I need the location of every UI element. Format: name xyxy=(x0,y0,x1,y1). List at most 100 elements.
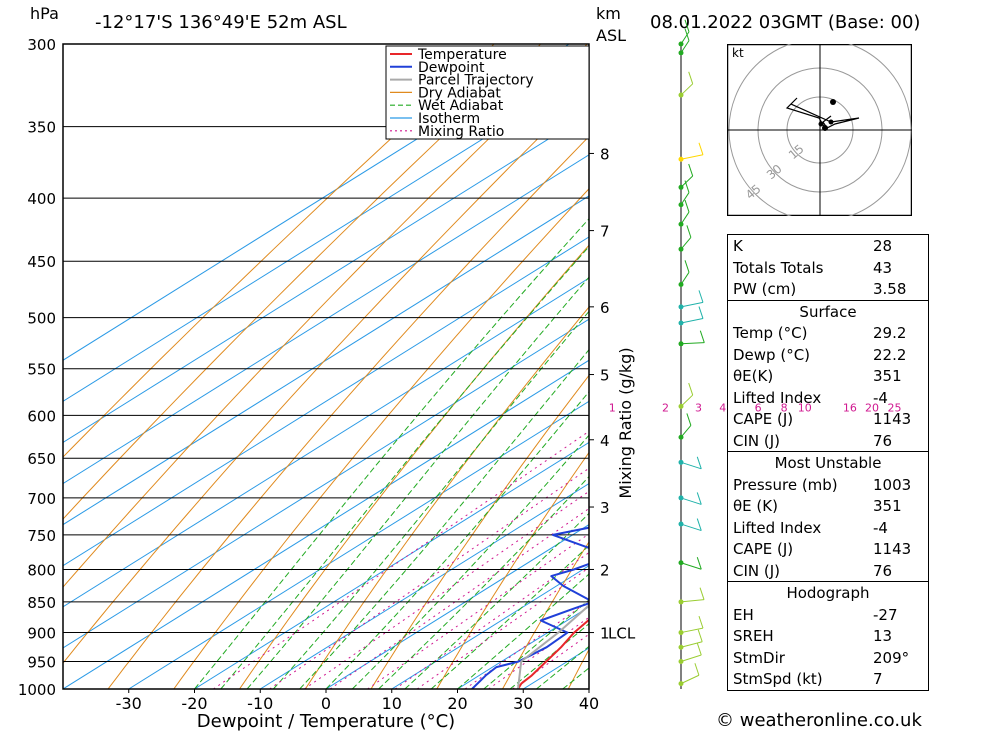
wind-barb xyxy=(680,192,690,206)
hodo-point xyxy=(818,121,824,127)
legend-item-dewpoint: Dewpoint xyxy=(418,60,485,76)
wind-barb xyxy=(680,301,704,308)
mixing-ratio-tick-label: 25 xyxy=(888,401,902,414)
wind-barb-feather xyxy=(696,456,702,469)
wind-barb xyxy=(680,175,694,188)
surface-temp-label: Temp (°C) xyxy=(733,324,808,342)
mu-theta-label: θE (K) xyxy=(733,497,778,515)
pressure-tick-label: 900 xyxy=(27,625,56,643)
surface-theta-label: θE(K) xyxy=(733,367,774,385)
mixing-ratio-tick-label: 3 xyxy=(695,401,702,414)
wind-barb-feather xyxy=(698,142,704,155)
wind-barb xyxy=(680,425,692,438)
legend-item-parcel-trajectory: Parcel Trajectory xyxy=(418,73,534,89)
legend-item-wet-adiabat: Wet Adiabat xyxy=(418,98,504,114)
surface-header: Surface xyxy=(728,299,928,323)
location-title: -12°17'S 136°49'E 52m ASL xyxy=(95,12,347,33)
mu-cin-value: 76 xyxy=(873,561,893,580)
pw-value: 3.58 xyxy=(873,280,907,298)
dry-adiabat-line xyxy=(963,44,1000,689)
mixing-ratio-line xyxy=(394,551,589,689)
eh-label: EH xyxy=(733,605,754,624)
mixing-ratio-tick-label: 6 xyxy=(755,401,762,414)
pressure-tick-label: 1000 xyxy=(18,681,56,699)
mixing-ratio-line xyxy=(269,467,589,689)
mu-li-label: Lifted Index xyxy=(733,518,822,537)
temp-tick-label: 20 xyxy=(447,694,467,713)
hodograph-header: Hodograph xyxy=(728,581,928,604)
temp-tick-label: 10 xyxy=(382,694,402,713)
wind-barb-feather xyxy=(698,615,704,629)
wind-barb xyxy=(680,272,690,285)
pressure-tick-label: 850 xyxy=(27,594,56,612)
dry-adiabat-line xyxy=(173,187,589,689)
wind-barb-feather xyxy=(684,19,690,32)
mixing-ratio-line xyxy=(213,430,589,689)
sreh-value: 13 xyxy=(873,627,893,645)
hodo-unit: kt xyxy=(732,46,744,60)
dry-adiabat-line xyxy=(63,44,588,588)
eh-value: -27 xyxy=(873,605,898,624)
wet-adiabat-line xyxy=(430,544,589,689)
credit-text: © weatheronline.co.uk xyxy=(716,710,922,731)
wind-barb-feather xyxy=(698,290,704,303)
wind-barb-feather xyxy=(694,663,700,676)
wind-barb xyxy=(680,599,705,603)
wind-barb-feather xyxy=(696,642,702,656)
wet-adiabat-line xyxy=(378,475,589,689)
isotherm-line xyxy=(63,72,589,402)
mixing-ratio-line xyxy=(464,600,589,689)
mixing-ratio-tick-label: 2 xyxy=(662,401,669,414)
wind-barb-feather xyxy=(698,306,704,319)
wind-barb-feather xyxy=(696,518,702,531)
mixing-ratio-line xyxy=(512,633,589,689)
tt-label: Totals Totals xyxy=(733,258,824,277)
isotherm-line xyxy=(63,277,589,608)
pressure-tick-label: 950 xyxy=(27,654,56,672)
indices-table: K 28 Totals Totals 43 PW (cm) 3.58 Surface … xyxy=(727,234,929,691)
mu-li-value: -4 xyxy=(873,518,888,537)
mu-pressure-label: Pressure (mb) xyxy=(733,475,838,494)
wind-barb-feather xyxy=(697,629,703,642)
temp-tick-label: 30 xyxy=(513,694,533,713)
km-tick-label: 6 xyxy=(600,299,610,317)
hodo-point xyxy=(830,99,836,105)
dry-adiabat-line xyxy=(107,135,589,689)
pressure-tick-label: 800 xyxy=(27,561,56,579)
pressure-tick-label: 300 xyxy=(27,36,56,54)
km-tick-label: 5 xyxy=(600,367,610,385)
isotherm-line xyxy=(63,359,589,689)
km-tick-label: 1 xyxy=(600,625,610,643)
legend-item-temperature: Temperature xyxy=(417,47,507,63)
km-tick-label: 3 xyxy=(600,499,610,517)
pressure-unit-label: hPa xyxy=(30,4,59,23)
isotherm-line xyxy=(391,565,589,689)
hodo-point xyxy=(822,125,828,131)
mixing-ratio-tick-label: 8 xyxy=(781,401,788,414)
surface-dewp-label: Dewp (°C) xyxy=(733,345,811,364)
isotherm-line xyxy=(325,524,589,689)
mu-cape-label: CAPE (J) xyxy=(733,540,794,558)
mixing-ratio-line xyxy=(416,567,589,689)
wind-barb xyxy=(680,641,703,648)
mixing-ratio-axis-label: Mixing Ratio (g/kg) xyxy=(616,347,635,498)
surface-dewp-value: 22.2 xyxy=(873,345,907,364)
wind-barb-feather xyxy=(688,382,694,396)
wind-barb-feather xyxy=(684,180,690,193)
dry-adiabat-line xyxy=(502,540,589,689)
wind-barb-feather xyxy=(684,260,690,273)
wind-barb xyxy=(680,497,702,505)
pressure-tick-label: 400 xyxy=(27,190,56,208)
wind-barb-feather xyxy=(699,587,705,600)
mu-pressure-value: 1003 xyxy=(873,475,912,494)
wind-barb xyxy=(680,562,702,570)
legend-item-dry-adiabat: Dry Adiabat xyxy=(418,85,501,101)
lcl-label: LCL xyxy=(608,625,636,643)
isotherm-line xyxy=(63,154,589,485)
mixing-ratio-line xyxy=(304,490,589,689)
wind-barb-feather xyxy=(686,413,692,426)
wet-adiabat-line xyxy=(194,218,589,689)
isotherm-line xyxy=(259,482,589,689)
datetime-title: 08.01.2022 03GMT (Base: 00) xyxy=(650,12,921,33)
temp-tick-label: 40 xyxy=(579,694,599,713)
